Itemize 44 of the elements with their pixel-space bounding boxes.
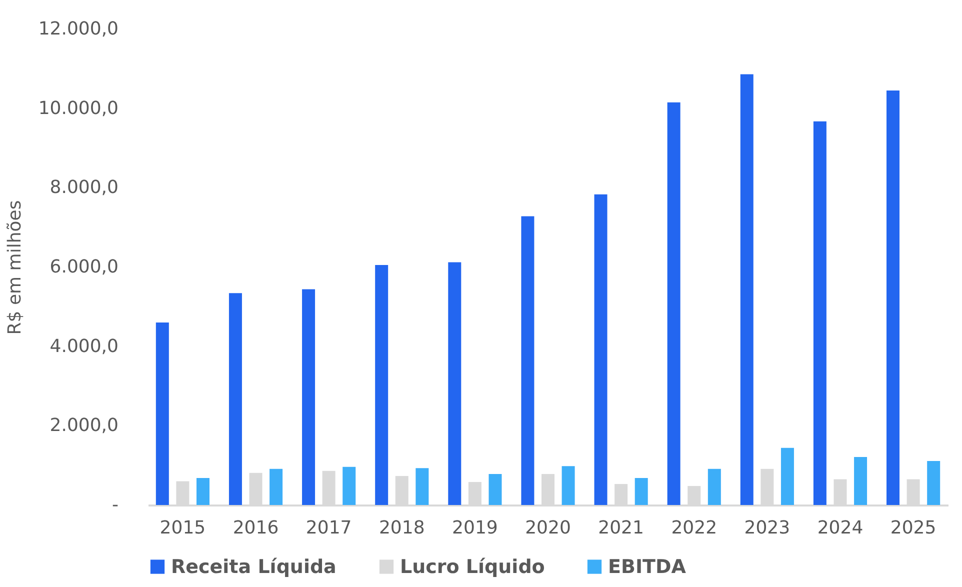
bar xyxy=(886,90,900,505)
bar xyxy=(780,448,794,505)
legend-label: Receita Líquida xyxy=(171,556,336,578)
x-tick-label: 2020 xyxy=(525,518,571,538)
y-tick-label: - xyxy=(112,494,118,516)
bar xyxy=(813,121,826,505)
bar xyxy=(342,466,356,505)
bar xyxy=(375,265,388,505)
bar xyxy=(667,102,680,505)
bar xyxy=(196,478,210,505)
x-tick-label: 2023 xyxy=(744,518,790,538)
y-axis-title: R$ em milhões xyxy=(4,200,26,335)
y-tick-label: 4.000,0 xyxy=(50,336,118,357)
bar xyxy=(594,194,608,505)
bar xyxy=(416,468,429,505)
bar xyxy=(270,468,283,505)
x-tick-label: 2024 xyxy=(817,518,864,538)
y-tick-label: 12.000,0 xyxy=(38,18,118,40)
bar xyxy=(228,293,242,505)
legend-label: Lucro Líquido xyxy=(400,556,545,578)
x-tick-label: 2017 xyxy=(306,518,352,538)
bar xyxy=(854,457,868,505)
y-tick-label: 10.000,0 xyxy=(38,98,118,119)
bar xyxy=(448,262,462,505)
bar xyxy=(927,460,940,505)
y-tick-label: 2.000,0 xyxy=(50,415,118,436)
bar xyxy=(521,216,534,505)
x-tick-label: 2016 xyxy=(232,518,279,538)
x-tick-label: 2018 xyxy=(378,518,425,538)
x-tick-label: 2022 xyxy=(671,518,718,538)
x-tick-label: 2015 xyxy=(160,518,206,538)
bar xyxy=(562,466,575,505)
bar xyxy=(740,74,754,505)
bar xyxy=(488,474,502,505)
bar xyxy=(634,478,648,505)
bar xyxy=(156,322,169,505)
y-tick-label: 8.000,0 xyxy=(50,177,118,198)
y-tick-label: 6.000,0 xyxy=(50,256,118,278)
legend-label: EBITDA xyxy=(608,556,686,578)
x-tick-label: 2019 xyxy=(452,518,498,538)
x-tick-label: 2025 xyxy=(890,518,936,538)
bar xyxy=(302,289,316,505)
x-tick-label: 2021 xyxy=(598,518,644,538)
bar xyxy=(708,468,721,505)
